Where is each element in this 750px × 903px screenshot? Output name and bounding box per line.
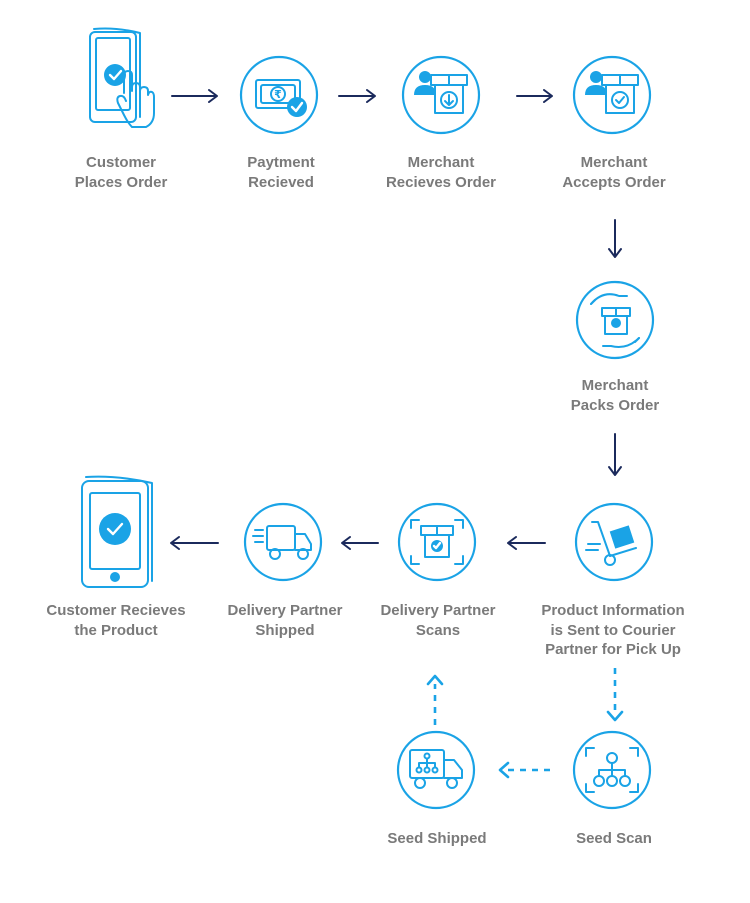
hand-truck-icon xyxy=(574,502,654,582)
arrow-payment-to-merchant-receives xyxy=(338,89,376,103)
arrow-receives-to-accepts xyxy=(516,89,553,103)
arrow-seed-shipped-to-scans xyxy=(426,674,444,725)
delivery-truck-icon xyxy=(243,502,323,582)
arrow-seed-scan-to-seed-shipped xyxy=(498,761,550,779)
label-delivery-partner-scans: Delivery Partner Scans xyxy=(380,602,496,639)
label-merchant-packs-order: Merchant Packs Order xyxy=(570,377,660,414)
phone-tap-check-icon xyxy=(89,27,155,128)
merchant-box-download-icon xyxy=(401,55,481,135)
label-product-info-sent: Product Information is Sent to Courier P… xyxy=(541,602,685,658)
label-customer-places-order: Customer Places Order xyxy=(74,154,168,191)
label-merchant-accepts-order: Merchant Accepts Order xyxy=(562,154,666,191)
merchant-box-check-icon xyxy=(572,55,652,135)
hands-package-icon xyxy=(575,280,655,360)
network-truck-icon xyxy=(396,730,476,810)
arrow-place-to-payment xyxy=(171,89,218,103)
label-delivery-partner-shipped: Delivery Partner Shipped xyxy=(227,602,343,639)
arrow-product-info-to-seed-scan xyxy=(606,668,624,722)
arrow-shipped-to-customer-receives xyxy=(170,536,219,550)
arrow-product-info-to-scans xyxy=(507,536,546,550)
arrow-packs-to-product-info xyxy=(608,433,622,476)
label-seed-scan: Seed Scan xyxy=(576,830,652,847)
rupee-payment-icon: ₹ xyxy=(239,55,319,135)
arrow-scans-to-shipped xyxy=(341,536,379,550)
label-seed-shipped: Seed Shipped xyxy=(387,830,487,847)
label-payment-received: Paytment Recieved xyxy=(247,154,315,191)
arrow-accepts-to-packs xyxy=(608,219,622,258)
connections xyxy=(170,89,624,779)
phone-check-icon xyxy=(81,475,153,588)
scan-box-icon xyxy=(397,502,477,582)
scan-network-icon xyxy=(572,730,652,810)
svg-text:₹: ₹ xyxy=(274,88,282,101)
label-merchant-receives-order: Merchant Recieves Order xyxy=(385,154,497,191)
label-customer-receives-product: Customer Recieves the Product xyxy=(46,602,186,639)
